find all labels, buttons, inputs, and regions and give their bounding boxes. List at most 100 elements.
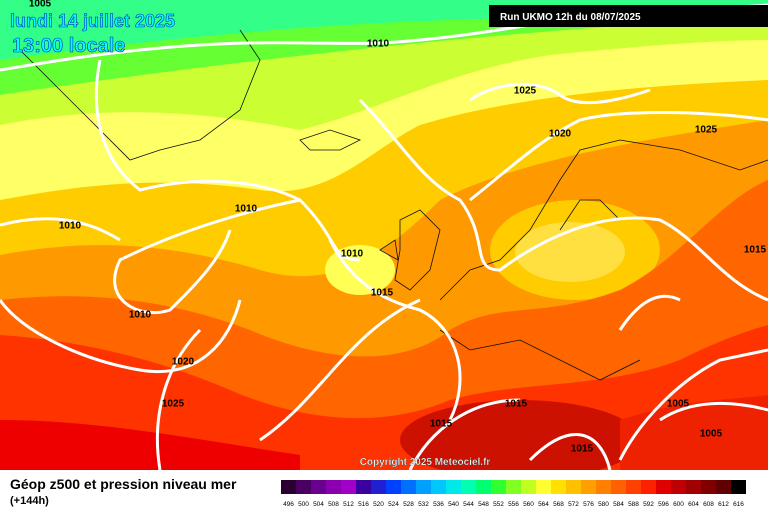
run-info: Run UKMO 12h du 08/07/2025 [500,12,641,23]
scale-label: 524 [388,501,399,508]
scale-swatch [386,480,401,494]
scale-label: 504 [313,501,324,508]
isobar-label: 1015 [371,288,394,299]
field [400,400,640,480]
scale-swatch [596,480,611,494]
scale-swatch [521,480,536,494]
scale-swatch [401,480,416,494]
scale-label: 612 [718,501,729,508]
scale-swatch [326,480,341,494]
isobar-label: 1010 [341,249,364,260]
isobar-label: 1025 [514,86,537,97]
scale-swatch [611,480,626,494]
scale-swatch [701,480,716,494]
scale-label: 592 [643,501,654,508]
scale-label: 544 [463,501,474,508]
scale-swatch [671,480,686,494]
run-box [489,5,768,27]
time-title: 13:00 locale [12,35,125,57]
isobar-label: 1005 [667,399,690,410]
scale-swatch [491,480,506,494]
scale-label: 564 [538,501,549,508]
scale-swatch [566,480,581,494]
scale-label: 536 [433,501,444,508]
scale-label: 580 [598,501,609,508]
scale-label: 576 [583,501,594,508]
scale-label: 516 [358,501,369,508]
scale-swatch [296,480,311,494]
isobar-label: 1020 [172,357,195,368]
isobar-label: 1010 [129,310,152,321]
isobar [469,82,768,331]
isobar-label: 1010 [235,204,258,215]
footer-subtitle: (+144h) [10,495,49,507]
isobar-label: 1015 [505,399,528,410]
isobar-label: 1020 [549,129,572,140]
scale-swatch [656,480,671,494]
scale-swatch [371,480,386,494]
scale-label: 512 [343,501,354,508]
scale-swatch [536,480,551,494]
scale-swatch [281,480,296,494]
scale-swatch [581,480,596,494]
scale-swatch [311,480,326,494]
scale-swatch [506,480,521,494]
isobar-label: 1010 [59,221,82,232]
scale-swatch [356,480,371,494]
scale-swatch [341,480,356,494]
scale-swatch [551,480,566,494]
field [0,420,300,470]
isobar-label: 1025 [695,125,718,136]
isobar [155,239,462,471]
isobar-label: 1005 [29,0,52,10]
color-scale: 496 500 504 508 512 516 520 524 528 532 536 540 544 5… [281,480,746,508]
isobar-label: 1015 [744,245,767,256]
scale-label: 568 [553,501,564,508]
scale-swatch [626,480,641,494]
copyright: Copyright 2025 Meteociel.fr [360,457,491,468]
scale-swatch [431,480,446,494]
coastline [19,29,768,381]
scale-label: 528 [403,501,414,508]
isobar-label: 1025 [162,399,185,410]
scale-label: 556 [508,501,519,508]
field [515,222,625,282]
footer-title: Géop z500 et pression niveau mer [10,476,237,492]
scale-label: 508 [328,501,339,508]
isobar-label: 1015 [430,419,453,430]
scale-swatch [416,480,431,494]
isobar-label: 1005 [700,429,723,440]
field [325,245,395,295]
scale-label: 584 [613,501,624,508]
scale-label: 572 [568,501,579,508]
isobar-label: 1015 [571,444,594,455]
isobar [358,98,768,302]
scale-label: 616 [733,501,744,508]
scale-swatch [731,480,746,494]
scale-label: 532 [418,501,429,508]
scale-swatch [641,480,656,494]
date-title: lundi 14 juillet 2025 [10,11,175,31]
scale-swatch [686,480,701,494]
scale-swatch [476,480,491,494]
scale-swatch [716,480,731,494]
scale-label: 520 [373,501,384,508]
isobar [0,217,242,373]
scale-label: 552 [493,501,504,508]
scale-label: 496 [283,501,294,508]
scale-label: 608 [703,501,714,508]
scale-label: 560 [523,501,534,508]
scale-swatch [461,480,476,494]
scale-swatch [446,480,461,494]
isobar-label: 1010 [367,39,390,50]
scale-label: 600 [673,501,684,508]
scale-label: 588 [628,501,639,508]
isobar [408,348,768,471]
scale-label: 548 [478,501,489,508]
field [620,395,768,470]
scale-label: 604 [688,501,699,508]
scale-label: 540 [448,501,459,508]
scale-label: 596 [658,501,669,508]
